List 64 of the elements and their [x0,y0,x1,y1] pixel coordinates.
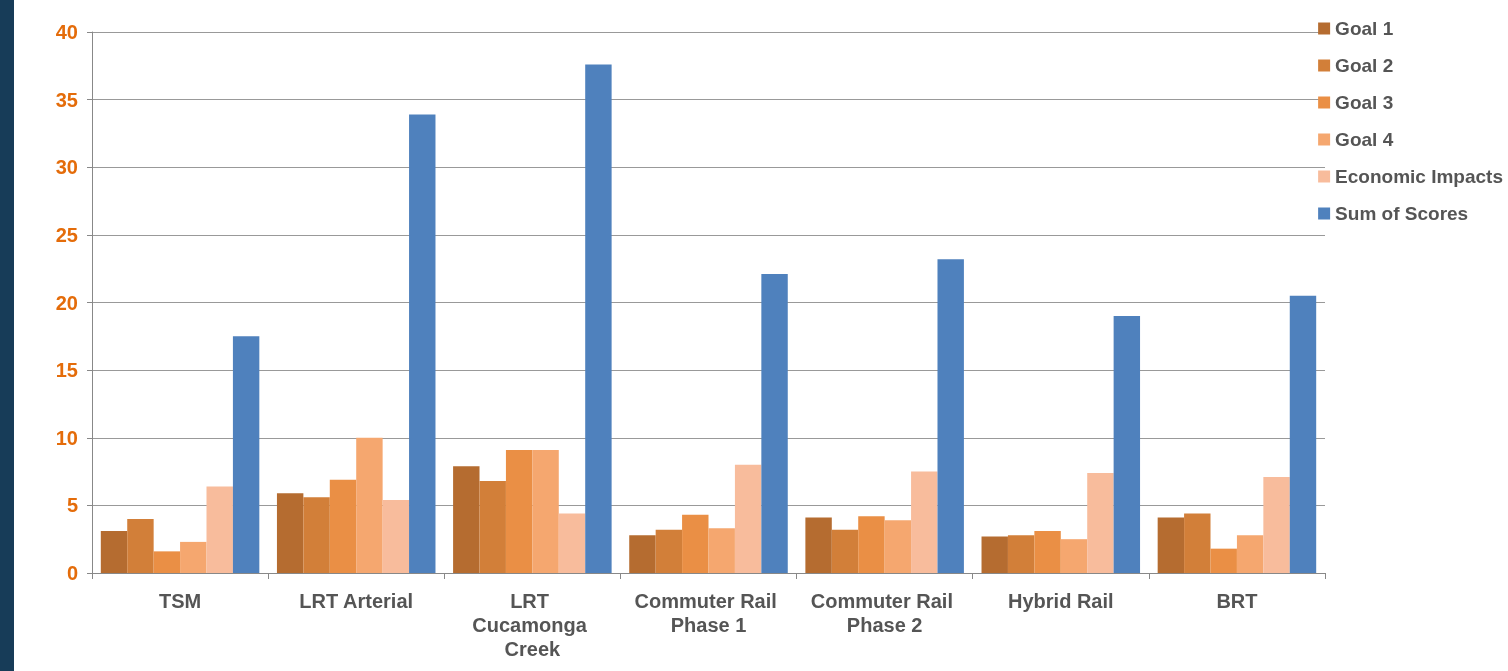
legend-label: Goal 1 [1335,18,1394,39]
bar [1157,517,1185,573]
bar [206,486,233,573]
bar [276,493,304,573]
legend-label: Goal 4 [1335,129,1394,150]
bar [303,497,330,573]
bar [1184,513,1211,573]
bar [127,518,154,573]
bar [1060,539,1088,573]
legend-label: Goal 2 [1335,55,1394,76]
x-tick-label: BRT [1216,590,1258,612]
bar [981,536,1008,573]
legend-label: Sum of Scores [1335,203,1469,224]
bar [884,520,912,573]
bar [505,449,533,573]
bar [937,259,964,573]
bar [409,114,436,573]
y-tick-label: 5 [66,494,78,517]
bar [1113,316,1141,573]
bar [232,336,260,573]
y-tick-label: 25 [55,223,78,246]
bar [100,531,128,573]
y-tick-label: 40 [55,21,78,43]
x-tick-label: LRT Arterial [299,590,414,612]
bar [532,449,559,573]
y-tick-label: 15 [55,359,78,382]
bar [858,516,885,573]
bar [1034,531,1061,573]
y-tick-label: 30 [55,156,78,179]
bar [1007,535,1035,573]
bar [805,517,832,573]
bar [734,464,762,573]
bar [655,529,683,573]
bar [153,551,181,573]
x-tick-label: LRT Cucamonga Creek [472,590,593,660]
bar [1263,476,1290,573]
y-tick-label: 10 [55,426,78,449]
x-tick-label: Hybrid Rail [1008,590,1114,612]
legend-label: Economic Impacts [1335,166,1504,187]
bar [629,535,656,573]
bar [479,481,506,573]
y-tick-label: 35 [55,88,78,111]
bar [453,466,480,573]
bar [1087,472,1114,573]
bar [382,499,410,573]
bar [911,471,938,573]
x-tick-label: Commuter Rail Phase 2 [810,590,959,636]
bar [1236,535,1264,573]
bar [761,274,788,573]
bar [708,528,735,573]
bar [356,437,383,573]
bar [831,529,859,573]
bar [682,514,709,573]
bar [180,541,207,573]
bar [558,513,586,573]
legend-label: Goal 3 [1335,92,1394,113]
bar [329,479,357,573]
bar [585,64,612,573]
bar [1210,548,1237,573]
bar [1289,295,1317,573]
x-tick-label: TSM [158,590,202,612]
y-tick-label: 0 [66,562,78,584]
y-tick-label: 20 [55,291,78,314]
x-tick-label: Commuter Rail Phase 1 [634,590,783,636]
